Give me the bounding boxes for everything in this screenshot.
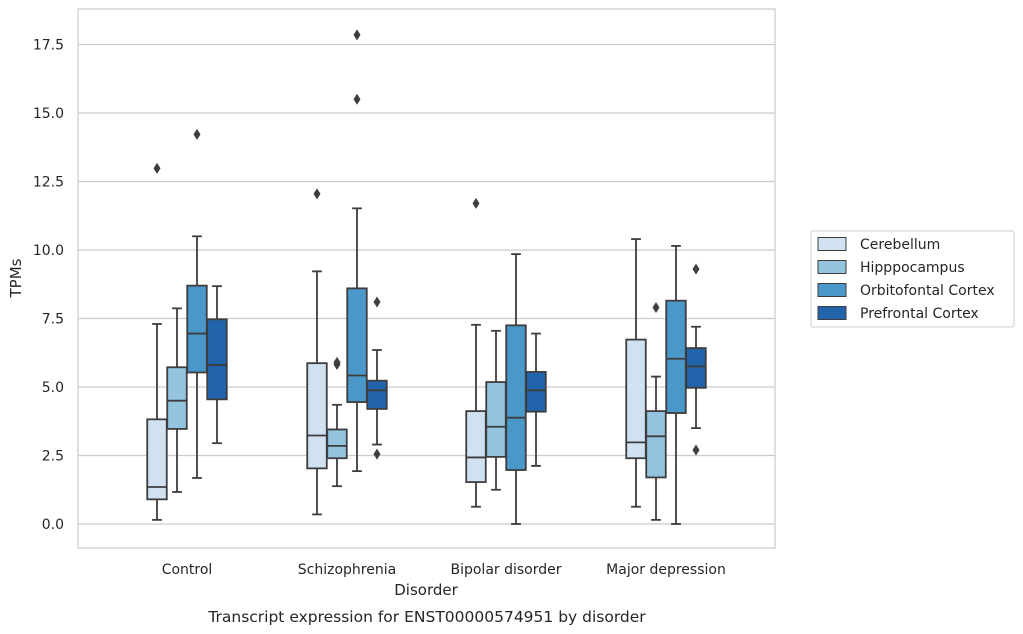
- box-iqr: [166, 366, 188, 430]
- y-tick-label: 17.5: [33, 38, 64, 54]
- box-iqr: [505, 324, 527, 471]
- outlier-point: [692, 444, 700, 456]
- box-iqr: [206, 318, 228, 401]
- outlier-point: [472, 197, 480, 209]
- box-orbitofontal-cortex-major-depression: [665, 244, 687, 525]
- box-orbitofontal-cortex-bipolar-disorder: [505, 253, 527, 525]
- y-tick-label: 2.5: [42, 449, 64, 465]
- box-iqr: [625, 338, 647, 460]
- box-prefrontal-cortex-bipolar-disorder: [525, 332, 547, 467]
- box-cerebellum-major-depression: [625, 238, 647, 508]
- box-iqr: [146, 418, 168, 501]
- legend-swatch: [817, 283, 847, 297]
- box-iqr: [665, 299, 687, 414]
- legend-label: Hipppocampus: [860, 260, 965, 276]
- x-tick-labels: Control Schizophrenia Bipolar disorder Majo…: [162, 562, 726, 578]
- legend-swatch: [817, 260, 847, 274]
- outlier-point: [153, 162, 161, 174]
- y-tick-label: 15.0: [33, 106, 64, 122]
- y-axis-label: TPMs: [7, 258, 25, 298]
- chart-title: Transcript expression for ENST0000057495…: [207, 608, 646, 626]
- y-tick-label: 12.5: [33, 175, 64, 191]
- box-orbitofontal-cortex-control: [186, 128, 208, 479]
- outlier-point: [193, 128, 201, 140]
- x-tick-label: Bipolar disorder: [450, 562, 561, 578]
- box-iqr: [525, 371, 547, 413]
- outlier-point: [373, 448, 381, 460]
- box-cerebellum-control: [146, 162, 168, 521]
- box-iqr: [186, 284, 208, 374]
- box-iqr: [326, 428, 348, 460]
- legend-swatch: [817, 237, 847, 251]
- box-prefrontal-cortex-schizophrenia: [366, 296, 388, 460]
- x-tick-label: Control: [162, 562, 213, 578]
- legend-label: Cerebellum: [860, 237, 940, 253]
- y-tick-label: 0.0: [42, 517, 64, 533]
- box-iqr: [645, 410, 667, 479]
- legend: Cerebellum Hipppocampus Orbitofontal Corte…: [810, 230, 1015, 328]
- outlier-point: [353, 29, 361, 41]
- box-orbitofontal-cortex-schizophrenia: [346, 29, 368, 473]
- box-hipppocampus-schizophrenia: [326, 356, 348, 488]
- box-iqr: [485, 381, 507, 458]
- outlier-point: [652, 302, 660, 314]
- outlier-point: [333, 356, 341, 368]
- y-tick-label: 5.0: [42, 380, 64, 396]
- x-axis-label: Disorder: [394, 581, 458, 599]
- box-groups: [146, 29, 707, 525]
- legend-label: Orbitofontal Cortex: [860, 283, 995, 299]
- x-tick-label: Schizophrenia: [298, 562, 396, 578]
- outlier-point: [353, 93, 361, 105]
- box-iqr: [465, 410, 487, 483]
- outlier-point: [692, 263, 700, 275]
- x-tick-label: Major depression: [606, 562, 726, 578]
- box-prefrontal-cortex-major-depression: [685, 263, 707, 456]
- box-iqr: [366, 379, 388, 410]
- box-prefrontal-cortex-control: [206, 285, 228, 445]
- box-hipppocampus-control: [166, 307, 188, 493]
- y-gridlines: [78, 43, 775, 525]
- box-hipppocampus-bipolar-disorder: [485, 329, 507, 491]
- box-iqr: [685, 347, 707, 389]
- outlier-point: [373, 296, 381, 308]
- legend-label: Prefrontal Cortex: [860, 306, 979, 322]
- y-tick-label: 7.5: [42, 312, 64, 328]
- box-hipppocampus-major-depression: [645, 302, 667, 521]
- box-cerebellum-schizophrenia: [306, 188, 328, 516]
- legend-swatch: [817, 306, 847, 320]
- legend-frame: [810, 230, 1015, 328]
- y-tick-labels: 0.0 2.5 5.0 7.5 10.0 12.5 15.0 17.5: [33, 38, 64, 534]
- outlier-point: [313, 188, 321, 200]
- y-tick-label: 10.0: [33, 243, 64, 259]
- box-cerebellum-bipolar-disorder: [465, 197, 487, 508]
- box-iqr: [306, 362, 328, 470]
- plot-area-frame: [77, 8, 776, 549]
- box-iqr: [346, 287, 368, 403]
